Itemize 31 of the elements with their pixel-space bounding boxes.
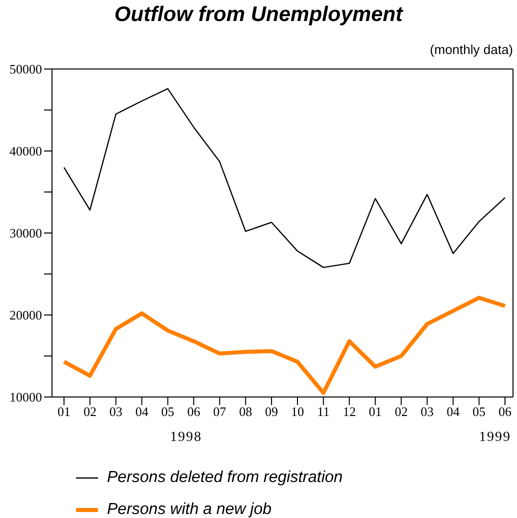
legend-label: Persons deleted from registration [107,469,343,487]
text: (monthly data) [430,42,513,57]
y-tick-label: 10000 [10,390,42,405]
x-tick-label: 04 [135,404,149,420]
x-tick-label: 12 [342,404,356,420]
x-tick-label: 08 [239,404,252,420]
text: 1999 [479,430,511,446]
x-tick-label: 05 [472,404,486,420]
x-tick-label: 04 [446,404,460,420]
x-tick-label: 01 [368,404,382,420]
x-tick-label: 02 [394,404,408,420]
y-tick-label: 30000 [10,226,42,241]
y-tick-label: 40000 [10,144,42,159]
x-tick-label: 09 [265,404,278,420]
x-tick-label: 06 [498,404,512,420]
x-tick-label: 11 [317,404,330,420]
x-tick-label: 06 [187,404,201,420]
line-series [62,296,507,395]
x-tick-label: 03 [109,404,122,420]
x-tick-label: 03 [420,404,434,420]
text: 1998 [170,430,202,446]
y-tick-label: 20000 [10,308,42,323]
x-tick-label: 01 [58,404,70,420]
y-tick-label: 50000 [10,62,42,77]
x-tick-label: 10 [290,404,304,420]
x-tick-label: 05 [161,404,174,420]
x-tick-label: 02 [83,404,96,420]
legend-label: Persons with a new job [107,501,272,518]
x-tick-label: 07 [213,404,227,420]
chart-title: Outflow from Unemployment [113,3,404,27]
line-series [63,88,506,268]
